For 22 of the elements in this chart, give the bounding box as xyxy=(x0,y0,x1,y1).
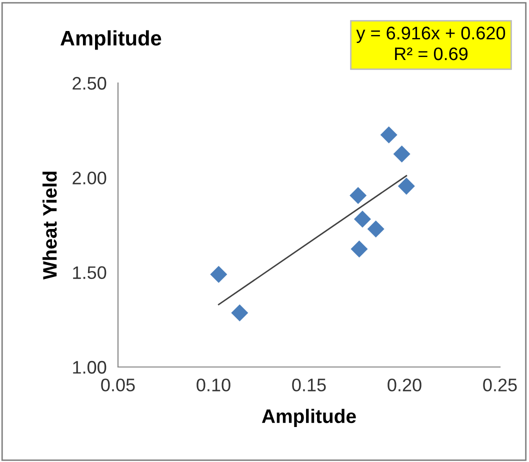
point xyxy=(354,210,371,228)
point xyxy=(231,304,248,322)
y-tick-label: 1.00 xyxy=(73,360,106,374)
point xyxy=(393,145,410,163)
point xyxy=(350,240,368,258)
point xyxy=(398,178,415,195)
point xyxy=(380,126,398,144)
y-axis-title: Wheat Yield xyxy=(42,172,57,280)
x-tick-label: 0.05 xyxy=(101,378,135,392)
y-tick-label: 2.50 xyxy=(72,76,106,90)
x-tick-label: 0.10 xyxy=(196,378,230,392)
text: y = 6.916x + 0.620 R² = 0.69 xyxy=(356,26,506,60)
chart-title: Amplitude xyxy=(60,30,162,50)
y-tick-label: 2.00 xyxy=(72,172,106,184)
point xyxy=(367,220,384,238)
x-axis-title: Amplitude xyxy=(262,408,356,427)
x-tick-label: 0.25 xyxy=(483,378,517,392)
x-tick-label: 0.15 xyxy=(292,378,326,392)
point xyxy=(350,186,367,204)
point xyxy=(210,266,228,283)
y-tick-label: 1.50 xyxy=(73,266,106,280)
x-tick-label: 0.20 xyxy=(388,378,422,392)
